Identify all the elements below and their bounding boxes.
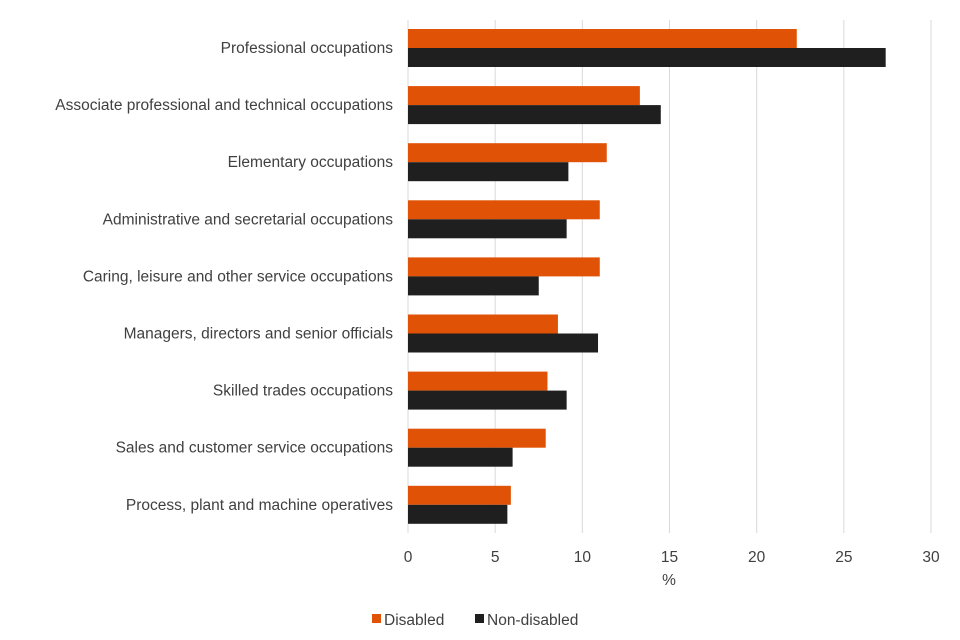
bar-non-disabled <box>408 504 508 524</box>
bar-disabled <box>408 314 558 334</box>
category-label: Process, plant and machine operatives <box>126 497 393 514</box>
bar-disabled <box>408 200 600 220</box>
bar-disabled <box>408 485 511 505</box>
category-label: Associate professional and technical occ… <box>55 97 393 114</box>
category-labels: Professional occupations Associate profes… <box>55 40 393 514</box>
category-label: Skilled trades occupations <box>213 383 393 400</box>
x-axis-label: % <box>662 572 676 589</box>
bar-non-disabled <box>408 333 599 353</box>
category-label: Managers, directors and senior officials <box>124 326 394 343</box>
bars <box>408 29 886 524</box>
x-tick-labels: 0 5 10 15 20 25 30 <box>404 549 940 566</box>
legend-swatch <box>475 614 484 623</box>
category-label: Sales and customer service occupations <box>116 440 394 457</box>
x-tick-label: 5 <box>491 549 500 566</box>
legend-label: Disabled <box>384 612 444 629</box>
x-tick-label: 30 <box>922 549 940 566</box>
bar-disabled <box>408 29 797 48</box>
x-tick-label: 15 <box>661 549 678 566</box>
category-label: Administrative and secretarial occupatio… <box>103 211 394 228</box>
legend-label: Non-disabled <box>487 612 578 629</box>
bar-disabled <box>408 371 548 391</box>
bar-non-disabled <box>408 276 539 296</box>
bar-disabled <box>408 143 607 163</box>
bar-non-disabled <box>408 390 567 410</box>
bar-non-disabled <box>408 48 886 67</box>
category-label: Caring, leisure and other service occupa… <box>83 268 393 285</box>
bar-disabled <box>408 428 546 448</box>
bar-non-disabled <box>408 162 569 182</box>
bar-disabled <box>408 257 600 277</box>
bar-non-disabled <box>408 447 513 467</box>
x-tick-label: 10 <box>574 549 592 566</box>
x-tick-label: 20 <box>748 549 766 566</box>
bar-non-disabled <box>408 105 661 125</box>
bar-disabled <box>408 86 640 106</box>
legend-swatch <box>372 614 381 623</box>
x-tick-label: 0 <box>404 549 413 566</box>
x-tick-label: 25 <box>835 549 852 566</box>
legend: Disabled Non-disabled <box>372 612 578 629</box>
category-label: Professional occupations <box>221 40 394 57</box>
bar-non-disabled <box>408 219 567 239</box>
category-label: Elementary occupations <box>228 154 394 171</box>
